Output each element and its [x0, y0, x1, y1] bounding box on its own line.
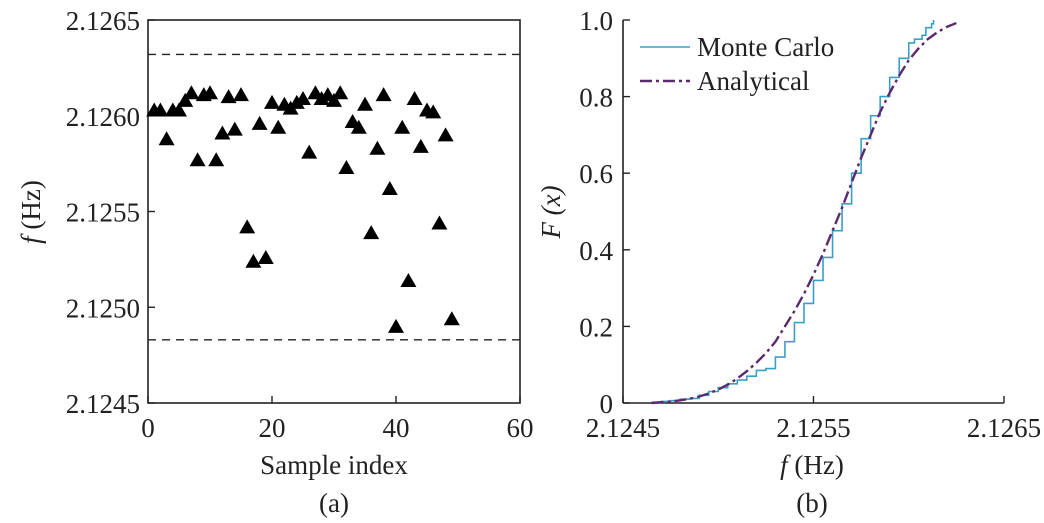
panel-a-y-tick-label: 2.1260 — [66, 102, 140, 132]
panel-a-y-tick-label: 2.1255 — [66, 198, 140, 228]
data-point-triangle — [177, 92, 194, 107]
panel-b-x-axis-label-symbol: f — [780, 450, 791, 480]
data-point-triangle — [208, 152, 225, 167]
panel-a-y-axis-label: f (Hz) — [16, 180, 46, 244]
data-point-triangle — [226, 121, 243, 136]
data-point-triangle — [264, 94, 280, 109]
panel-a-y-tick-label: 2.1265 — [66, 6, 140, 36]
data-point-triangle — [251, 115, 268, 130]
data-point-triangle — [431, 215, 448, 230]
panel-b-x-tick-label: 2.1255 — [776, 413, 850, 443]
data-point-triangle — [425, 104, 442, 119]
legend-analytical-label: Analytical — [697, 66, 809, 96]
panel-a: 0 20 40 60 2.1245 2.1250 2.1255 2.1260 2.1265 Sa… — [16, 6, 534, 518]
data-point-triangle — [257, 249, 274, 264]
panel-b: 2.1245 2.1255 2.1265 0 0.2 0.4 0.6 0.8 1.0 Monte… — [536, 6, 1041, 518]
data-point-triangle — [381, 181, 398, 196]
panel-a-x-tick-label: 0 — [141, 413, 155, 443]
panel-a-x-axis-label: Sample index — [260, 450, 408, 480]
panel-b-x-axis-label: f (Hz) — [780, 450, 844, 480]
panel-a-axes-frame — [147, 19, 521, 404]
panel-a-y-tick-label: 2.1250 — [66, 293, 140, 323]
data-point-triangle — [406, 91, 423, 106]
panel-a-x-tick-label: 20 — [259, 413, 286, 443]
data-point-triangle — [233, 87, 249, 102]
panel-b-x-axis-label-unit: (Hz) — [788, 450, 844, 480]
data-point-triangle — [171, 102, 187, 117]
panel-b-y-tick-label: 0.2 — [579, 312, 613, 342]
data-point-triangle — [412, 138, 429, 153]
data-point-triangle — [326, 92, 342, 107]
panel-b-y-tick-label: 1.0 — [579, 6, 613, 36]
data-point-triangle — [375, 87, 392, 102]
data-point-triangle — [400, 272, 417, 287]
data-point-triangle — [295, 91, 311, 106]
panel-a-label: (a) — [319, 488, 349, 518]
data-point-triangle — [313, 91, 330, 106]
data-point-triangle — [288, 94, 305, 109]
panel-a-y-axis-label-symbol: f — [16, 233, 46, 244]
data-point-triangle — [245, 253, 262, 268]
data-point-triangle — [388, 318, 404, 333]
data-point-triangle — [301, 144, 318, 159]
panel-a-x-tick-label: 40 — [383, 413, 410, 443]
panel-b-y-tick-label: 0.6 — [579, 159, 613, 189]
panel-a-y-axis-label-unit: (Hz) — [16, 180, 46, 236]
data-point-triangle — [357, 96, 373, 111]
data-point-triangle — [394, 119, 411, 134]
legend-monte-carlo-label: Monte Carlo — [697, 32, 834, 62]
panel-a-y-tick-label: 2.1245 — [66, 389, 140, 419]
panel-b-y-axis-label: F (x) — [536, 185, 566, 239]
panel-b-y-tick-label: 0.8 — [579, 83, 613, 113]
data-point-triangle — [183, 85, 200, 100]
panel-b-label: (b) — [796, 488, 827, 518]
data-point-triangle — [152, 102, 169, 117]
analytical-line — [651, 21, 957, 405]
data-point-triangle — [158, 131, 175, 146]
panel-b-x-tick-label: 2.1245 — [586, 413, 660, 443]
panel-a-x-tick-label: 60 — [507, 413, 534, 443]
data-point-triangle — [239, 219, 256, 234]
panel-a-ticks: 0 20 40 60 2.1245 2.1250 2.1255 2.1260 2.1265 — [66, 6, 534, 443]
panel-a-points — [146, 85, 460, 333]
panel-b-ticks: 2.1245 2.1255 2.1265 0 0.2 0.4 0.6 0.8 1.0 — [579, 6, 1041, 443]
data-point-triangle — [437, 127, 454, 142]
panel-b-y-tick-label: 0.4 — [579, 236, 613, 266]
legend: Monte Carlo Analytical — [640, 32, 834, 96]
data-point-triangle — [443, 311, 460, 326]
data-point-triangle — [202, 85, 218, 100]
data-point-triangle — [270, 119, 287, 134]
data-point-triangle — [220, 89, 237, 104]
data-point-triangle — [363, 225, 380, 240]
data-point-triangle — [369, 140, 386, 155]
data-point-triangle — [350, 119, 367, 134]
data-point-triangle — [189, 152, 206, 167]
panel-b-y-tick-label: 0 — [600, 389, 614, 419]
data-point-triangle — [332, 85, 349, 100]
data-point-triangle — [214, 125, 231, 140]
data-point-triangle — [338, 159, 355, 174]
panel-b-x-tick-label: 2.1265 — [967, 413, 1041, 443]
